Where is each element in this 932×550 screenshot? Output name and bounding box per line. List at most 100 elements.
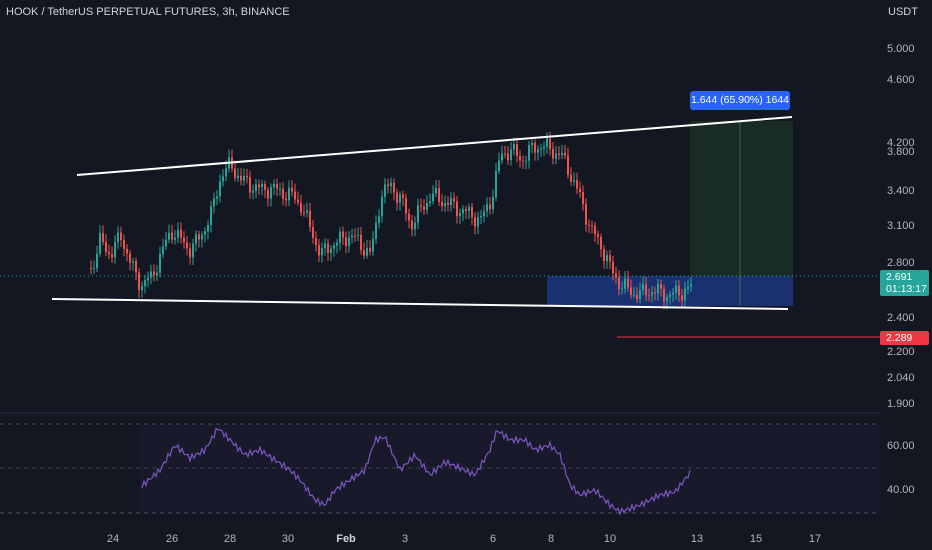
price-tick: 3.400 <box>887 185 915 197</box>
candle-body <box>366 248 368 256</box>
candle-body <box>399 194 401 203</box>
candle-body <box>630 287 632 296</box>
time-tick: 3 <box>401 533 409 545</box>
time-tick: Feb <box>336 533 356 545</box>
price-tick: 2.800 <box>887 257 915 269</box>
candle-body <box>516 144 518 156</box>
rsi-band <box>140 424 880 513</box>
time-tick: 28 <box>223 533 237 545</box>
candle-body <box>201 234 203 240</box>
candle-body <box>624 278 626 289</box>
candle-body <box>282 188 284 199</box>
time-tick: 13 <box>690 533 704 545</box>
candle-body <box>453 198 455 202</box>
candle-body <box>675 285 677 293</box>
candle-body <box>144 280 146 287</box>
candle-body <box>246 175 248 178</box>
candle-body <box>660 284 662 289</box>
candle-body <box>249 177 251 193</box>
candle-body <box>669 294 671 297</box>
candle-body <box>483 211 485 217</box>
price-tick: 3.100 <box>887 220 915 232</box>
time-tick: 8 <box>547 533 555 545</box>
candle-body <box>477 217 479 227</box>
candle-body <box>633 294 635 296</box>
time-tick: 30 <box>281 533 295 545</box>
candle-body <box>645 284 647 296</box>
price-tick: 4.200 <box>887 137 915 149</box>
candle-body <box>525 160 527 162</box>
candle-body <box>573 180 575 182</box>
candle-body <box>609 255 611 262</box>
candle-body <box>261 183 263 188</box>
candle-body <box>672 292 674 295</box>
candle-body <box>378 216 380 223</box>
upper-trendline[interactable] <box>76 116 793 176</box>
bar-countdown: 01:13:17 <box>886 283 927 295</box>
candle-body <box>225 168 227 177</box>
candle-body <box>375 222 377 239</box>
candle-body <box>381 196 383 217</box>
candle-body <box>147 277 149 281</box>
candle-body <box>141 286 143 291</box>
rsi-tick: 40.00 <box>887 484 915 496</box>
candle-body <box>291 187 293 192</box>
candle-body <box>111 254 113 258</box>
price-tick: 2.200 <box>887 346 915 358</box>
candle-body <box>294 191 296 200</box>
projection-target-zone[interactable] <box>690 121 793 276</box>
candle-body <box>363 250 365 256</box>
lower-trendline[interactable] <box>51 298 789 310</box>
candle-body <box>432 193 434 202</box>
candle-body <box>360 234 362 251</box>
candle-body <box>603 249 605 262</box>
candle-body <box>405 197 407 214</box>
candle-body <box>417 205 419 223</box>
candle-body <box>156 272 158 276</box>
candle-body <box>267 189 269 199</box>
time-tick: 15 <box>749 533 763 545</box>
candle-body <box>300 202 302 213</box>
candle-body <box>270 187 272 199</box>
candle-body <box>537 149 539 153</box>
candle-body <box>414 222 416 230</box>
candle-body <box>126 248 128 254</box>
candle-body <box>540 148 542 150</box>
candle-body <box>507 153 509 161</box>
candle-body <box>552 148 554 159</box>
candle-body <box>393 182 395 193</box>
candle-body <box>543 146 545 149</box>
candle-body <box>486 204 488 212</box>
candle-body <box>567 155 569 176</box>
currency-label: USDT <box>888 6 918 18</box>
candle-body <box>243 175 245 181</box>
candle-body <box>348 237 350 246</box>
candle-body <box>351 235 353 238</box>
candle-body <box>132 261 134 263</box>
candle-body <box>150 271 152 278</box>
candle-body <box>636 294 638 300</box>
candle-body <box>171 232 173 240</box>
candle-body <box>576 180 578 189</box>
candle-body <box>93 268 95 270</box>
candle-body <box>501 153 503 161</box>
candle-body <box>216 196 218 199</box>
candle-body <box>561 152 563 155</box>
candle-body <box>357 234 359 236</box>
candle-body <box>441 201 443 207</box>
candle-body <box>513 144 515 150</box>
candle-body <box>234 168 236 179</box>
candle-body <box>618 277 620 290</box>
candle-body <box>678 285 680 296</box>
candle-body <box>456 201 458 217</box>
candle-body <box>555 153 557 159</box>
candle-body <box>204 231 206 235</box>
time-tick: 17 <box>808 533 822 545</box>
candle-body <box>639 290 641 300</box>
candle-body <box>429 201 431 203</box>
candle-body <box>213 198 215 207</box>
candle-body <box>159 254 161 273</box>
candle-body <box>510 149 512 161</box>
candle-body <box>339 231 341 243</box>
